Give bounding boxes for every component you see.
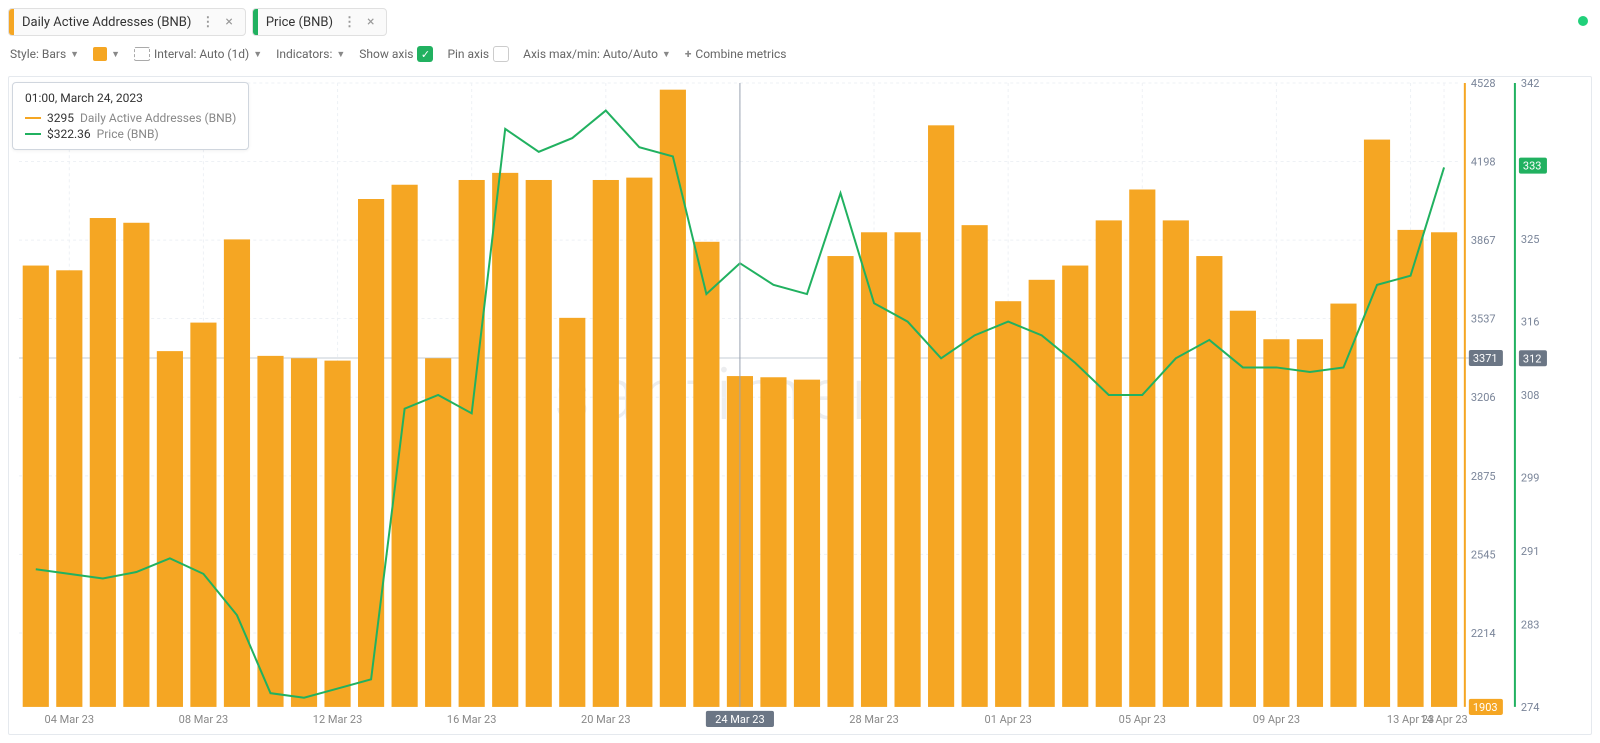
metric-pill-daa[interactable]: Daily Active Addresses (BNB) ⋮ × <box>8 8 246 36</box>
svg-text:12 Mar 23: 12 Mar 23 <box>313 713 363 726</box>
plus-icon: + <box>685 47 692 61</box>
tooltip-row: 3295 Daily Active Addresses (BNB) <box>25 111 236 125</box>
kebab-icon[interactable]: ⋮ <box>339 15 361 30</box>
close-icon[interactable]: × <box>219 14 238 30</box>
color-swatch-icon <box>93 47 107 61</box>
svg-text:312: 312 <box>1523 352 1542 365</box>
chart-area[interactable]: santiment04 Mar 2308 Mar 2312 Mar 2316 M… <box>8 76 1592 735</box>
tooltip-value: $322.36 <box>47 127 91 141</box>
chevron-down-icon: ▼ <box>70 49 79 60</box>
svg-text:291: 291 <box>1521 545 1540 558</box>
svg-text:325: 325 <box>1521 233 1540 246</box>
svg-text:20 Mar 23: 20 Mar 23 <box>581 713 631 726</box>
svg-text:1903: 1903 <box>1473 701 1498 714</box>
svg-text:283: 283 <box>1521 618 1540 631</box>
series-color-select[interactable]: ▼ <box>93 47 120 61</box>
pill-accent <box>9 9 14 35</box>
svg-text:3867: 3867 <box>1471 234 1496 247</box>
chevron-down-icon: ▼ <box>111 49 120 60</box>
status-dot-icon <box>1578 16 1588 26</box>
axis-minmax-label: Axis max/min: Auto/Auto <box>523 47 658 61</box>
checkbox-unchecked-icon <box>493 46 509 62</box>
combine-label: Combine metrics <box>695 47 786 61</box>
style-select[interactable]: Style: Bars ▼ <box>10 47 79 61</box>
svg-text:04 Mar 23: 04 Mar 23 <box>45 713 95 726</box>
svg-text:05 Apr 23: 05 Apr 23 <box>1119 713 1166 726</box>
tooltip-row: $322.36 Price (BNB) <box>25 127 236 141</box>
svg-text:342: 342 <box>1521 77 1540 90</box>
series-dash-icon <box>25 117 41 119</box>
pin-axis-toggle[interactable]: Pin axis <box>447 46 509 62</box>
svg-text:14 Apr 23: 14 Apr 23 <box>1420 713 1467 726</box>
svg-text:316: 316 <box>1521 316 1540 329</box>
indicators-label: Indicators: <box>276 47 332 61</box>
tooltip-value: 3295 <box>47 111 74 125</box>
pill-accent <box>253 9 258 35</box>
chevron-down-icon: ▼ <box>253 49 262 60</box>
svg-text:01 Apr 23: 01 Apr 23 <box>985 713 1032 726</box>
show-axis-label: Show axis <box>359 47 413 61</box>
interval-select[interactable]: Interval: Auto (1d) ▼ <box>134 47 262 61</box>
svg-text:16 Mar 23: 16 Mar 23 <box>447 713 497 726</box>
pin-axis-label: Pin axis <box>447 47 489 61</box>
svg-text:4198: 4198 <box>1471 155 1496 168</box>
svg-text:333: 333 <box>1523 160 1542 173</box>
chart-tooltip: 01:00, March 24, 2023 3295 Daily Active … <box>12 82 249 150</box>
style-label: Style: Bars <box>10 47 66 61</box>
show-axis-toggle[interactable]: Show axis ✓ <box>359 46 433 62</box>
svg-text:3371: 3371 <box>1473 352 1498 365</box>
svg-text:274: 274 <box>1521 701 1540 714</box>
chart-toolbar: Style: Bars ▼ ▼ Interval: Auto (1d) ▼ In… <box>0 40 1600 72</box>
tooltip-series-label: Price (BNB) <box>97 127 159 141</box>
svg-text:08 Mar 23: 08 Mar 23 <box>179 713 229 726</box>
checkbox-checked-icon: ✓ <box>417 46 433 62</box>
chart-svg: santiment04 Mar 2308 Mar 2312 Mar 2316 M… <box>9 77 1591 734</box>
svg-text:24 Mar 23: 24 Mar 23 <box>715 713 765 726</box>
axis-minmax-select[interactable]: Axis max/min: Auto/Auto ▼ <box>523 47 671 61</box>
svg-text:2875: 2875 <box>1471 470 1496 483</box>
series-dash-icon <box>25 133 41 135</box>
interval-label: Interval: Auto (1d) <box>154 47 249 61</box>
chevron-down-icon: ▼ <box>336 49 345 60</box>
svg-text:3206: 3206 <box>1471 391 1496 404</box>
combine-metrics-button[interactable]: + Combine metrics <box>685 47 787 61</box>
tooltip-series-label: Daily Active Addresses (BNB) <box>80 111 236 125</box>
svg-text:2545: 2545 <box>1471 548 1496 561</box>
chevron-down-icon: ▼ <box>662 49 671 60</box>
pill-label: Daily Active Addresses (BNB) <box>22 15 197 30</box>
kebab-icon[interactable]: ⋮ <box>197 15 219 30</box>
interval-icon <box>134 47 150 61</box>
svg-text:4528: 4528 <box>1471 77 1496 90</box>
indicators-select[interactable]: Indicators: ▼ <box>276 47 345 61</box>
metric-pill-price[interactable]: Price (BNB) ⋮ × <box>252 8 388 36</box>
svg-text:28 Mar 23: 28 Mar 23 <box>849 713 899 726</box>
pill-label: Price (BNB) <box>266 15 339 30</box>
metric-pills: Daily Active Addresses (BNB) ⋮ × Price (… <box>0 0 1600 40</box>
svg-text:3537: 3537 <box>1471 313 1496 326</box>
close-icon[interactable]: × <box>361 14 380 30</box>
svg-text:09 Apr 23: 09 Apr 23 <box>1253 713 1300 726</box>
svg-text:308: 308 <box>1521 389 1540 402</box>
tooltip-date: 01:00, March 24, 2023 <box>25 91 236 105</box>
svg-text:299: 299 <box>1521 472 1540 485</box>
svg-text:2214: 2214 <box>1471 627 1496 640</box>
